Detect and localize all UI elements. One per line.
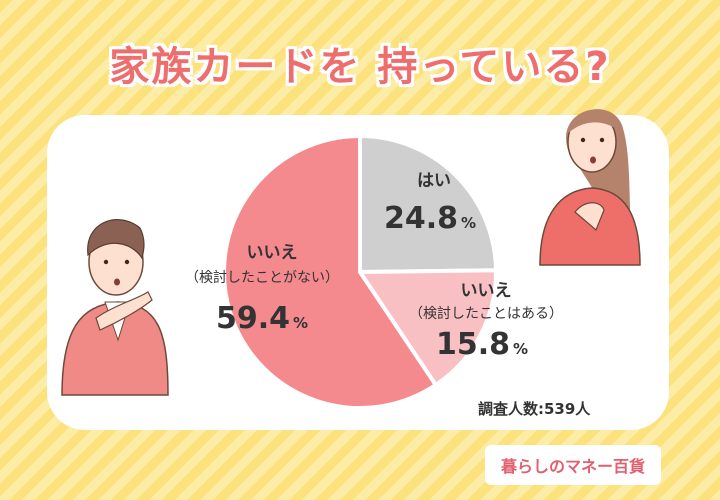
- slice-no-not-considered-sublabel: （検討したことがない）: [185, 270, 339, 286]
- pie-slice-no-considered: [356, 268, 498, 388]
- slice-yes-value: 24.8%: [384, 201, 476, 236]
- chart-title: 家族カードを 持っている?: [109, 44, 611, 90]
- pie-slice-no-not-considered: [222, 133, 439, 410]
- slice-label-no-considered: いいえ （検討したことはある） 15.8%: [409, 281, 563, 362]
- sample-size: 調査人数:539人: [478, 400, 591, 418]
- slice-no-considered-label: いいえ: [461, 281, 512, 301]
- woman-illustration: [539, 109, 641, 266]
- brand-logo: 暮らしのマネー百貨: [485, 445, 661, 485]
- pie-slices: [222, 133, 499, 410]
- pie-slice-yes: [358, 133, 499, 275]
- slice-label-no-not-considered: いいえ （検討したことがない） 59.4%: [185, 243, 339, 336]
- slice-no-not-considered-value: 59.4%: [216, 301, 308, 336]
- slice-yes-label: はい: [417, 171, 451, 191]
- slice-no-considered-sublabel: （検討したことはある）: [409, 306, 563, 322]
- slice-no-not-considered-label: いいえ: [247, 243, 298, 263]
- slice-label-yes: はい 24.8%: [384, 171, 476, 236]
- man-illustration: [61, 219, 169, 396]
- slice-no-considered-value: 15.8%: [436, 327, 528, 362]
